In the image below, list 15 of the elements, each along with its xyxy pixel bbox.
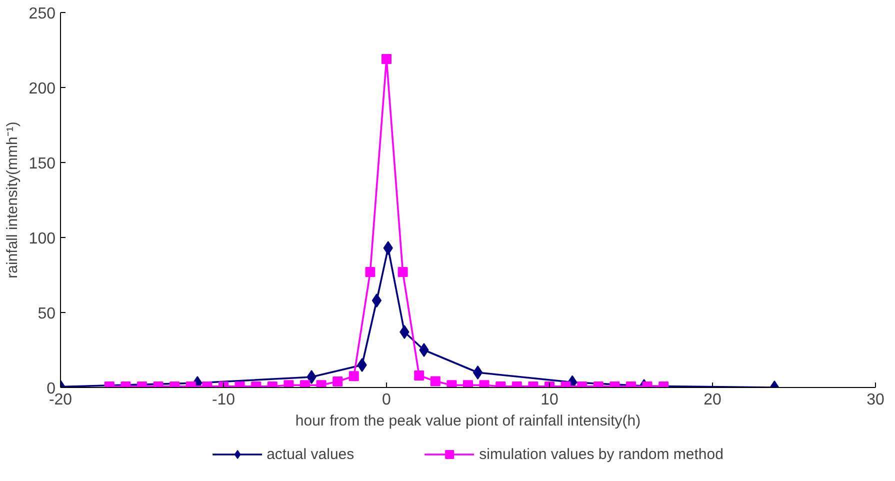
y-tick-label: 150: [28, 156, 56, 172]
x-tick-label: 10: [540, 392, 558, 408]
legend-label: simulation values by random method: [479, 446, 724, 462]
legend-label: actual values: [266, 446, 354, 462]
x-tick-label: -10: [212, 392, 236, 408]
x-tick-label: 30: [866, 392, 884, 408]
x-axis-title: hour from the peak value piont of rainfall intensity(h): [295, 412, 641, 430]
y-axis-title: rainfall intensity(mmh⁻¹): [4, 122, 21, 278]
y-tick-label: 100: [28, 230, 56, 248]
y-tick-label: 200: [28, 80, 56, 98]
y-tick-label: 0: [46, 380, 56, 398]
x-tick-label: 0: [382, 392, 392, 408]
y-tick-label: 50: [38, 306, 56, 322]
x-tick-label: 20: [704, 392, 722, 408]
y-tick-label: 250: [28, 6, 56, 22]
